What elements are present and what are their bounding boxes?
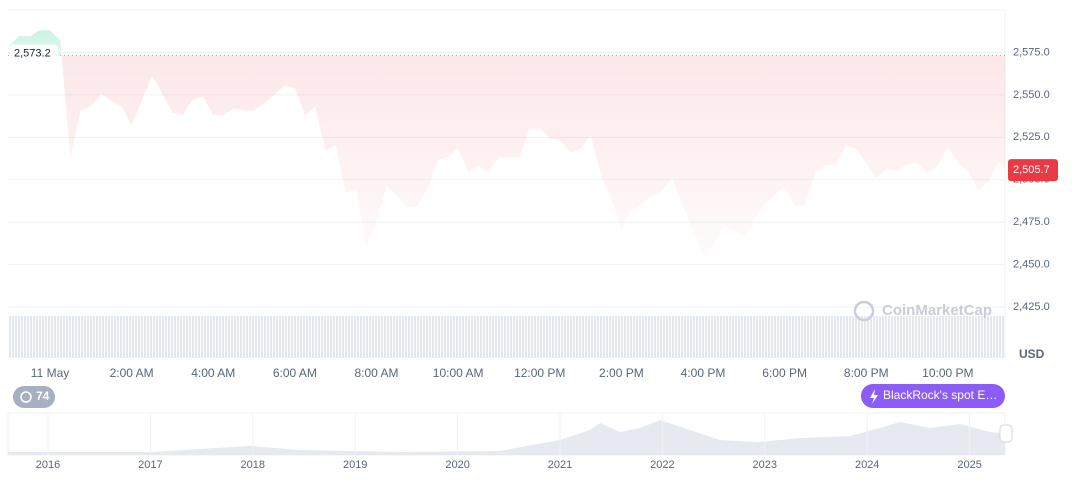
baseline-label: 2,573.2: [14, 47, 51, 59]
navigator-year: 2021: [548, 459, 572, 471]
y-tick-label: 2,425.0: [1013, 301, 1050, 313]
x-tick-label: 4:00 AM: [191, 366, 235, 380]
x-tick-label: 2:00 AM: [110, 366, 154, 380]
last-price-bg: [1008, 159, 1058, 182]
y-unit: USD: [1019, 347, 1045, 361]
x-tick-label: 10:00 AM: [433, 366, 484, 380]
navigator-year: 2020: [445, 459, 469, 471]
y-tick-label: 2,450.0: [1013, 259, 1050, 271]
navigator-year: 2023: [753, 459, 777, 471]
y-tick-label: 2,525.0: [1013, 131, 1050, 143]
x-tick-label: 10:00 PM: [922, 366, 973, 380]
bolt-icon: [870, 389, 878, 404]
history-icon: [20, 391, 32, 403]
watermark: CoinMarketCap: [853, 300, 992, 322]
volume-band: [8, 316, 1005, 358]
y-tick-label: 2,550.0: [1013, 89, 1050, 101]
navigator-year: 2019: [343, 459, 367, 471]
x-tick-label: 8:00 AM: [355, 366, 399, 380]
x-tick-label: 8:00 PM: [844, 366, 889, 380]
events-badge[interactable]: 74: [13, 386, 55, 408]
navigator-year: 2024: [855, 459, 879, 471]
price-area: [9, 30, 1006, 256]
x-tick-label: 2:00 PM: [599, 366, 644, 380]
navigator-year: 2016: [36, 459, 60, 471]
last-price-label: 2,505.7: [1013, 164, 1050, 176]
events-count: 74: [36, 389, 50, 403]
x-tick-label: 4:00 PM: [681, 366, 726, 380]
navigator-area: [8, 420, 1005, 455]
navigator-year: 2017: [138, 459, 162, 471]
navigator-handle[interactable]: [999, 424, 1013, 443]
navigator-year: 2018: [241, 459, 265, 471]
event-pill[interactable]: BlackRock's spot E…: [861, 384, 1005, 408]
event-pill-bg[interactable]: [861, 384, 1005, 408]
y-tick-label: 2,575.0: [1013, 46, 1050, 58]
x-tick-label: 11 May: [31, 366, 69, 380]
events-badge-bg[interactable]: [13, 386, 55, 408]
navigator-year: 2022: [650, 459, 674, 471]
baseline-label-bg: [10, 44, 58, 63]
x-tick-label: 12:00 PM: [514, 366, 565, 380]
navigator[interactable]: 2016 2017 2018 2019 2020 2021 2022 2023 2024 2025: [7, 412, 1013, 471]
navigator-year: 2025: [957, 459, 981, 471]
x-tick-label: 6:00 AM: [273, 366, 317, 380]
watermark-logo: [853, 300, 875, 322]
watermark-text: CoinMarketCap: [882, 302, 992, 319]
event-label: BlackRock's spot E…: [883, 388, 997, 402]
y-tick-label: 2,475.0: [1013, 216, 1050, 228]
x-tick-label: 6:00 PM: [762, 366, 807, 380]
